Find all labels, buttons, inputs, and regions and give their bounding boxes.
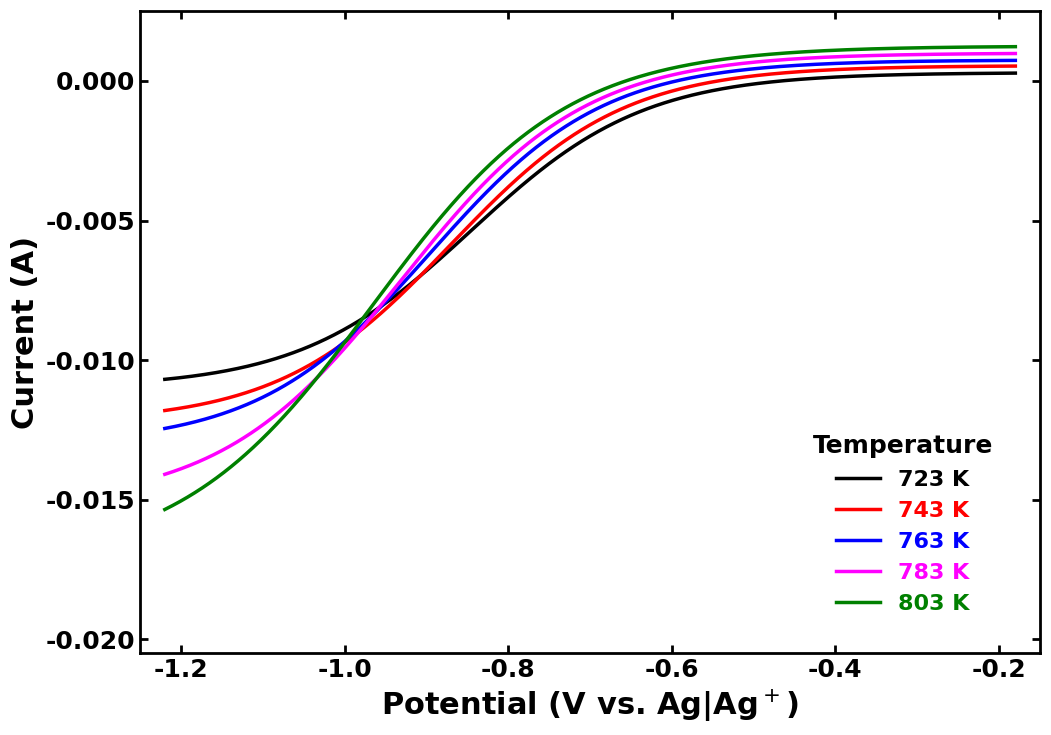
723 K [1009,68,1022,77]
723 K [828,73,841,82]
763 K [985,56,997,65]
Line: 763 K: 763 K [165,60,1015,429]
Legend: 723 K, 743 K, 763 K, 783 K, 803 K: 723 K, 743 K, 763 K, 783 K, 803 K [804,426,1002,623]
803 K [985,43,997,51]
Line: 723 K: 723 K [165,73,1015,379]
803 K [550,109,562,118]
803 K [202,479,214,488]
803 K [828,46,841,54]
783 K [828,52,841,61]
783 K [984,49,996,58]
Line: 803 K: 803 K [165,46,1015,509]
783 K [985,49,997,58]
743 K [828,65,841,74]
723 K [550,154,562,163]
763 K [828,59,841,68]
783 K [550,119,562,128]
783 K [202,453,214,462]
803 K [1009,42,1022,51]
763 K [550,129,562,137]
743 K [550,143,562,151]
743 K [202,398,214,407]
743 K [1009,62,1022,71]
723 K [985,69,997,78]
Line: 743 K: 743 K [165,66,1015,411]
Line: 783 K: 783 K [165,54,1015,474]
763 K [1009,56,1022,65]
723 K [984,69,996,78]
763 K [572,114,584,123]
743 K [985,62,997,71]
723 K [572,139,584,148]
763 K [202,414,214,423]
743 K [159,406,171,415]
783 K [572,105,584,114]
763 K [159,424,171,433]
803 K [572,96,584,105]
783 K [159,470,171,478]
743 K [984,62,996,71]
763 K [984,56,996,65]
Y-axis label: Current (A): Current (A) [12,236,40,429]
783 K [1009,49,1022,58]
723 K [202,370,214,379]
803 K [984,43,996,51]
743 K [572,127,584,136]
X-axis label: Potential (V vs. Ag|Ag$^+$): Potential (V vs. Ag|Ag$^+$) [382,688,799,724]
803 K [159,505,171,514]
723 K [159,375,171,384]
